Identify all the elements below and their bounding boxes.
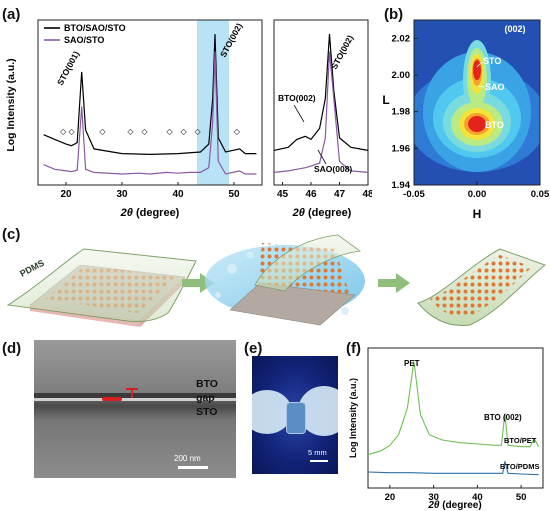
zoom-annotation-bto002: BTO(002): [278, 93, 316, 103]
legend-label-bto-sao-sto: BTO/SAO/STO: [64, 23, 126, 33]
panel-label-d: (d): [2, 340, 22, 357]
x-tick-label: 40: [172, 189, 184, 200]
diamond-marker: ◇: [69, 127, 76, 136]
map-title: (002): [504, 24, 525, 34]
bent-film: [286, 402, 306, 434]
annotation-bto002: BTO (002): [484, 413, 522, 422]
y-tick-label: 2.00: [392, 70, 411, 81]
plot-frame: [37, 19, 263, 186]
pdms-film-on-substrate: [6, 248, 197, 327]
series-line: [43, 51, 257, 175]
diamond-marker: ◇: [234, 127, 241, 136]
y-tick-label: 2.02: [392, 33, 411, 44]
sto-pointer: [476, 61, 483, 68]
scale-bar: [310, 460, 328, 462]
scale-bar-label: 5 mm: [308, 448, 327, 457]
red-marker: [102, 397, 122, 401]
annotation-bto-pet: BTO/PET: [504, 436, 537, 445]
zoom-annotation-sao008: SAO(008): [314, 164, 352, 174]
series-line: [43, 34, 257, 156]
label-gap: gap: [196, 392, 215, 404]
sem-image: 200 nm: [34, 340, 236, 478]
label-bto: BTO: [485, 120, 504, 130]
map-x-axis-label: H: [473, 207, 482, 221]
annotation-sto001: STO(001): [55, 49, 81, 87]
panel-label-a: (a): [2, 6, 21, 23]
label-bto-layer: BTO: [196, 378, 218, 390]
arrow-right-icon: [378, 273, 410, 293]
f-y-axis-label: Log Intensity (a.u.): [348, 378, 358, 458]
series-line: [367, 461, 539, 476]
rsm-contours: [414, 20, 540, 185]
series-line: [273, 34, 369, 151]
water-peeling-scene: [205, 234, 365, 326]
x-tick-label: 50: [516, 492, 527, 503]
y-tick-label: 1.98: [392, 107, 411, 118]
x-tick-label: 30: [428, 492, 439, 503]
diamond-marker: ◇: [127, 127, 134, 136]
x-tick-label: 20: [385, 492, 396, 503]
scale-bar-label: 200 nm: [174, 454, 201, 463]
x-tick-label: 30: [116, 189, 128, 200]
gap-band: [34, 398, 236, 401]
x-tick-label: 0.05: [531, 189, 550, 200]
zoom-plot-frame: [273, 19, 369, 186]
f-x-axis-label: 2θ (degree): [427, 500, 481, 511]
y-tick-label: 1.96: [392, 143, 411, 154]
panel-label-e: (e): [244, 340, 263, 357]
y-tick-label: 1.94: [392, 180, 411, 191]
legend-label-sao-sto: SAO/STO: [64, 35, 104, 45]
label-sao: SAO: [485, 82, 505, 92]
x-tick-label: -0.05: [403, 189, 425, 200]
series-line: [367, 361, 540, 456]
map-y-axis-label: L: [382, 93, 389, 107]
panel-label-b: (b): [384, 6, 404, 23]
diamond-marker: ◇: [195, 127, 202, 136]
annotation-pet: PET: [404, 359, 420, 368]
panel-label-c: (c): [2, 226, 21, 243]
x-tick-label: 47: [334, 189, 346, 200]
diamond-marker: ◇: [60, 127, 67, 136]
red-marker: [126, 388, 138, 390]
diamond-marker: ◇: [167, 127, 174, 136]
chart-a-zoom: 45 46 47 48 2θ (degree) STO(002) BTO(002) S…: [273, 19, 372, 219]
chart-b-map: (002) STO SAO BTO -0.05 0.00 0.05 1.94 1.96 1…: [382, 19, 550, 221]
label-sto: STO: [483, 56, 501, 66]
series-line: [273, 51, 369, 173]
x-tick-label: 46: [305, 189, 317, 200]
chart-f-xrd: 20 30 40 50 Log Intensity (a.u.) 2θ (degree…: [348, 347, 544, 511]
red-marker: [131, 388, 133, 398]
diamond-marker: ◇: [99, 127, 106, 136]
diamond-marker: ◇: [181, 127, 188, 136]
freestanding-film: [417, 248, 547, 327]
schematic-c: PDMS: [6, 234, 547, 327]
diamond-marker: ◇: [141, 127, 148, 136]
f-plot-frame: [367, 347, 544, 489]
x-tick-label: 48: [362, 189, 372, 200]
y-axis-label: Log Intensity (a.u.): [5, 58, 17, 151]
bto002-pointer: [293, 104, 305, 123]
x-tick-label: 20: [60, 189, 72, 200]
pdms-label: PDMS: [18, 258, 46, 279]
flexible-film-photo: 5 mm: [252, 356, 338, 474]
x-tick-label: 40: [472, 492, 483, 503]
zoom-x-axis-label: 2θ (degree): [292, 207, 352, 219]
annotation-bto-pdms: BTO/PDMS: [500, 462, 539, 471]
zoom-annotation-sto002: STO(002): [329, 33, 355, 71]
label-sto-substrate: STO: [196, 406, 218, 418]
bto-layer-band: [34, 393, 236, 398]
sao008-pointer: [317, 149, 327, 165]
chart-a-main: ◇ ◇ ◇ ◇ ◇ ◇ ◇ ◇ ◇ Log Intensity (a.u.) 2θ (degre…: [5, 19, 263, 219]
panel-label-f: (f): [346, 340, 361, 357]
x-tick-label: 50: [228, 189, 240, 200]
glove-finger: [252, 390, 292, 434]
sao-pointer: [477, 85, 485, 88]
scale-bar: [178, 466, 208, 469]
x-tick-label: 0.00: [468, 189, 487, 200]
x-axis-label: 2θ (degree): [120, 207, 180, 219]
x-tick-label: 45: [277, 189, 289, 200]
